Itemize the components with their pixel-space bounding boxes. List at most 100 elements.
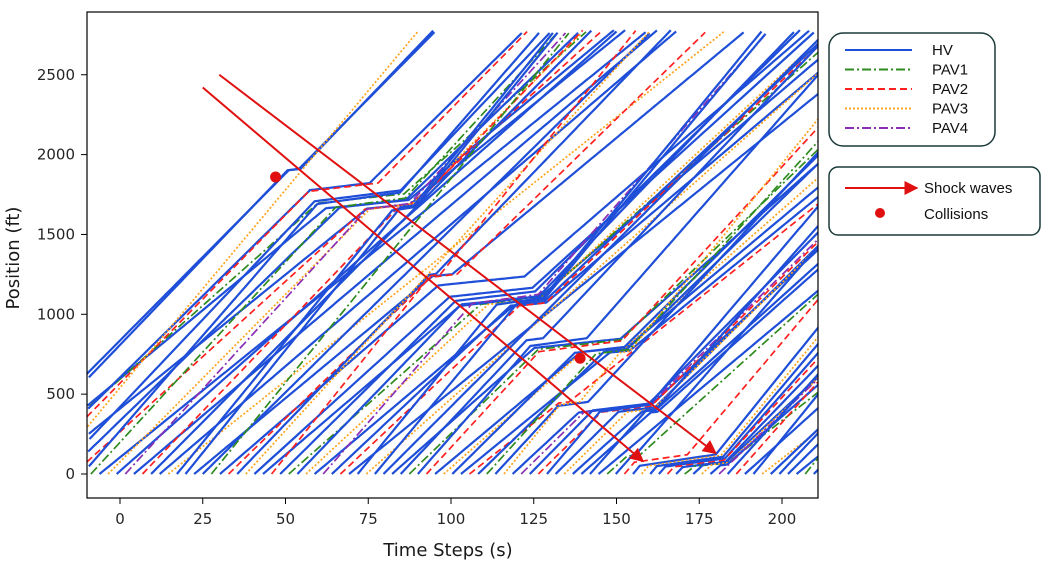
y-axis-label: Position (ft) — [3, 207, 24, 310]
trajectory-hv — [176, 31, 559, 475]
legend-label-hv: HV — [932, 42, 953, 59]
trajectory-hv — [451, 153, 818, 475]
trajectory-pav1 — [90, 31, 559, 475]
trajectory-pav3 — [87, 30, 420, 428]
trajectory-hv — [597, 289, 818, 475]
x-tick-label: 100 — [437, 510, 466, 528]
trajectory-hv — [778, 431, 818, 475]
legend-label-pav4: PAV4 — [932, 120, 968, 137]
trajectory-hv — [787, 442, 818, 475]
trajectory-hv — [150, 29, 593, 475]
trajectory-pav2 — [87, 31, 601, 463]
trajectory-hv — [193, 31, 745, 475]
collision-point-1 — [270, 171, 282, 183]
annotation-legend-box — [828, 166, 1041, 236]
trajectory-hv — [769, 427, 818, 475]
trajectory-hv — [494, 151, 818, 475]
y-axis: 0 500 1000 1500 2000 2500 — [37, 66, 87, 483]
shock-wave-layer — [202, 73, 717, 463]
x-tick-label: 0 — [115, 510, 125, 528]
x-tick-label: 50 — [276, 510, 295, 528]
shock-wave-arrow-1 — [202, 86, 645, 463]
x-tick-label: 150 — [602, 510, 631, 528]
trajectory-hv — [253, 31, 815, 475]
y-tick-label: 1500 — [37, 225, 75, 243]
trajectory-hv — [554, 244, 818, 475]
trajectory-hv — [356, 30, 763, 475]
trajectory-hv — [313, 71, 818, 475]
trajectory-hv — [649, 342, 818, 475]
trajectory-hv — [296, 31, 795, 475]
trajectory-pav2 — [339, 45, 818, 475]
legend-label-pav1: PAV1 — [932, 62, 968, 79]
trajectory-pav1 — [408, 148, 818, 475]
collision-point-2 — [574, 352, 586, 364]
trajectory-hv — [614, 244, 818, 475]
trajectory-hv — [744, 406, 818, 475]
trajectory-hv — [658, 351, 818, 475]
trajectory-pav2 — [425, 126, 818, 475]
trajectory-pav1 — [486, 140, 818, 475]
trajectory-hv — [374, 33, 767, 475]
legend-label-pav3: PAV3 — [932, 101, 968, 118]
collision-legend-dot — [875, 208, 885, 218]
trajectory-pav2 — [623, 298, 818, 475]
trajectory-hv — [726, 372, 818, 475]
y-tick-label: 2500 — [37, 66, 75, 84]
trajectory-pav1 — [606, 293, 818, 475]
trajectory-hv — [417, 73, 818, 475]
trajectory-hv — [752, 392, 818, 475]
y-tick-label: 1000 — [37, 305, 75, 323]
trajectory-pav4 — [520, 238, 818, 475]
legend-label-pav2: PAV2 — [932, 81, 968, 98]
trajectory-pav3 — [365, 72, 818, 475]
trajectory-pav4 — [322, 32, 768, 475]
x-axis: 0 25 50 75 100 125 150 175 200 — [115, 498, 796, 528]
x-tick-label: 125 — [519, 510, 548, 528]
trajectory-pav3 — [245, 30, 651, 475]
annotation-legend: Shock waves Collisions — [828, 166, 1041, 236]
trajectory-hv — [546, 204, 818, 475]
trajectory-pav2 — [87, 30, 528, 418]
trajectory-pav1 — [210, 32, 570, 475]
shock-wave-legend-label: Shock waves — [924, 180, 1012, 197]
trajectory-pav2 — [666, 357, 818, 475]
trajectory-hv — [399, 44, 818, 475]
trajectory-pav2 — [270, 30, 637, 475]
shock-wave-arrow-2 — [218, 73, 717, 455]
trajectory-hv — [98, 31, 647, 475]
trajectory-hv — [382, 38, 818, 475]
trajectory-hv — [477, 162, 818, 475]
x-tick-label: 200 — [768, 510, 797, 528]
trajectory-pav3 — [305, 39, 818, 475]
trajectory-hv — [184, 32, 554, 475]
y-tick-label: 500 — [46, 385, 75, 403]
trajectory-hv — [813, 468, 818, 475]
trajectory-hv — [88, 32, 540, 468]
trajectory-hv — [572, 262, 818, 475]
trajectory-hv — [236, 29, 672, 475]
x-tick-label: 75 — [359, 510, 378, 528]
trajectory-pav1 — [804, 456, 818, 475]
trajectory-pav2 — [822, 466, 829, 474]
trajectory-hv — [88, 32, 551, 440]
trajectory-hv — [460, 195, 818, 475]
series-legend: HV PAV1 PAV2 PAV3 PAV4 — [828, 32, 996, 147]
plot-frame — [86, 11, 819, 499]
y-tick-label: 0 — [65, 465, 75, 483]
trajectory-hv — [632, 326, 818, 475]
trajectory-pav3 — [167, 30, 725, 475]
x-axis-label: Time Steps (s) — [382, 540, 512, 561]
trajectory-hv — [589, 224, 818, 475]
x-tick-label: 175 — [685, 510, 714, 528]
collision-legend-label: Collisions — [924, 206, 988, 223]
trajectory-hv — [115, 30, 618, 475]
trajectory-series — [87, 29, 829, 475]
trajectory-hv — [529, 231, 818, 475]
trajectory-pav2 — [735, 380, 818, 475]
trajectory-hv — [795, 455, 818, 475]
trajectory-hv — [88, 29, 434, 379]
y-tick-label: 2000 — [37, 146, 75, 164]
x-tick-label: 25 — [193, 510, 212, 528]
